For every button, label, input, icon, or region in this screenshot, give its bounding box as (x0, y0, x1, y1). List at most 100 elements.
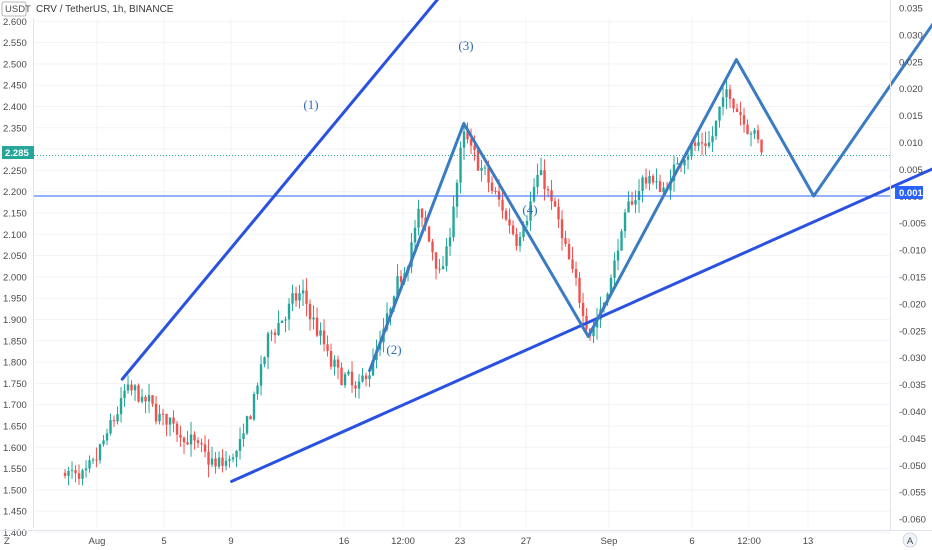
candle-body (102, 440, 105, 445)
candle-body (648, 176, 651, 184)
elliott-wave-path[interactable] (368, 0, 932, 373)
right-axis-tick: -0.040 (899, 407, 926, 418)
candle-body (270, 332, 273, 334)
candle-body (245, 416, 249, 434)
candle-body (438, 268, 441, 270)
candle-body (567, 243, 571, 260)
left-axis-tick: 1.600 (3, 443, 27, 454)
candle-body (546, 189, 550, 191)
candle-body (504, 210, 508, 220)
candle-body (609, 277, 613, 294)
candle-body (718, 106, 721, 121)
time-axis[interactable]: Aug 5 9 16 12:00 23 27 Sep 6 12:00 13 (0, 530, 932, 548)
candle-body (280, 320, 284, 324)
candle-body (340, 367, 343, 386)
candle-body (592, 327, 595, 337)
candle-body (455, 182, 459, 207)
candle-body (469, 139, 473, 146)
candle-body (347, 371, 350, 375)
candle-body (760, 139, 763, 153)
candle-body (616, 250, 620, 261)
right-axis-tick: -0.005 (899, 219, 926, 230)
left-price-axis[interactable]: 1.400 1.450 1.500 1.550 1.600 1.650 1.700 1.750… (3, 17, 34, 539)
left-axis-tick: 1.700 (3, 400, 27, 411)
candle-body (728, 89, 732, 99)
wave-label-1: (1) (303, 97, 318, 112)
time-axis-tick: 9 (228, 536, 233, 547)
horizontal-line-badge (895, 186, 923, 199)
candle-body (690, 142, 693, 157)
candle-body (714, 120, 718, 137)
candle-body (756, 130, 760, 140)
candle-body (574, 268, 578, 278)
candle-body (266, 333, 270, 358)
candle-body (480, 167, 483, 171)
candle-body (700, 142, 704, 144)
candle-body (529, 201, 532, 221)
candle-body (557, 206, 560, 220)
candle-body (147, 395, 151, 402)
candle-body (539, 170, 543, 175)
right-axis-tick: -0.015 (899, 273, 926, 284)
candle-body (189, 434, 193, 445)
candle-body (676, 163, 679, 165)
right-axis-tick: -0.020 (899, 299, 926, 310)
timezone-toggle[interactable]: Z (4, 536, 10, 547)
auto-scale-button[interactable]: A (907, 536, 914, 547)
candle-body (126, 384, 130, 391)
lower-channel-trendline[interactable] (230, 136, 932, 483)
left-axis-tick: 1.550 (3, 464, 27, 475)
candle-body (74, 470, 77, 474)
candle-body (196, 440, 200, 443)
candle-body (553, 201, 557, 207)
candle-body (158, 413, 161, 422)
left-axis-tick: 1.750 (3, 379, 27, 390)
candle-body (98, 444, 102, 461)
right-axis-tick: 0.015 (899, 111, 923, 122)
auto-scale-button-bg[interactable] (902, 532, 918, 548)
left-axis-tick: 1.900 (3, 315, 27, 326)
left-axis-tick: 2.600 (3, 17, 27, 28)
candle-body (343, 374, 347, 386)
currency-badge: USDT (5, 4, 31, 15)
candle-body (140, 396, 144, 402)
right-axis-tick: -0.060 (899, 515, 926, 526)
candle-body (742, 115, 746, 125)
candle-body (693, 142, 697, 146)
right-axis-tick: 0.010 (899, 138, 923, 149)
right-axis-tick: -0.030 (899, 353, 926, 364)
currency-badge-box (1, 1, 27, 17)
candle-body (123, 390, 126, 399)
candle-body (613, 260, 616, 278)
candle-body (161, 413, 165, 415)
candle-body (301, 290, 305, 294)
left-axis-tick: 2.250 (3, 166, 27, 177)
candle-body (133, 385, 137, 391)
candle-body (224, 460, 228, 466)
candle-body (175, 423, 179, 435)
candle-body (476, 150, 480, 171)
candle-body (179, 434, 182, 438)
time-axis-tick: 6 (689, 536, 694, 547)
right-axis-tick: -0.025 (899, 326, 926, 337)
candle-body (298, 293, 301, 301)
candle-body (336, 359, 340, 368)
candle-body (259, 364, 263, 386)
candle-body (427, 226, 431, 242)
candle-body (410, 242, 413, 267)
candle-body (389, 308, 392, 314)
candle-body (595, 319, 599, 328)
candle-body (459, 147, 462, 183)
candle-body (105, 433, 109, 441)
candle-body (81, 470, 84, 479)
left-axis-tick: 2.450 (3, 81, 27, 92)
candle-body (210, 458, 214, 465)
candle-body (623, 212, 627, 232)
left-axis-tick: 1.500 (3, 485, 27, 496)
candle-body (417, 208, 420, 228)
candle-body (116, 414, 119, 422)
upper-channel-trendline[interactable] (120, 0, 501, 381)
candle-body (364, 375, 368, 379)
candle-body (399, 276, 403, 282)
